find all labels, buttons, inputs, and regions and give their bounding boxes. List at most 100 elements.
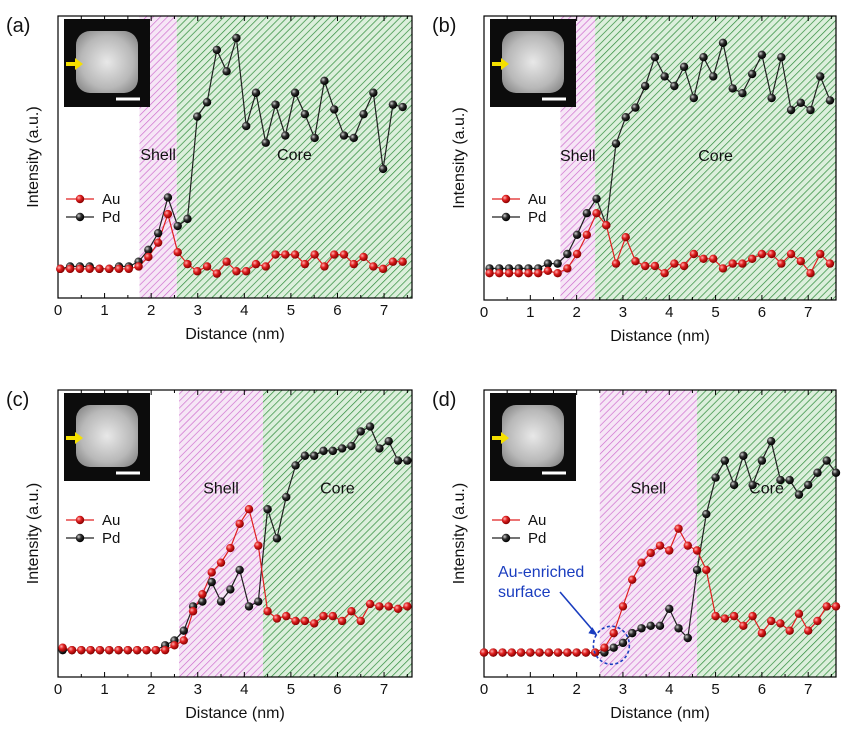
marker-pd bbox=[674, 624, 683, 633]
inset-nanocube bbox=[76, 405, 138, 467]
marker-pd bbox=[388, 100, 398, 109]
marker-au bbox=[572, 648, 581, 657]
legend-label-au: Au bbox=[528, 512, 546, 529]
region-core bbox=[697, 390, 836, 677]
x-tick-label: 1 bbox=[100, 302, 108, 319]
marker-pd bbox=[766, 436, 776, 446]
marker-pd bbox=[738, 89, 747, 98]
marker-au bbox=[281, 250, 290, 259]
marker-pd bbox=[572, 230, 582, 239]
marker-pd bbox=[777, 53, 786, 62]
marker-pd bbox=[621, 113, 630, 122]
marker-au bbox=[592, 209, 601, 218]
marker-pd bbox=[398, 102, 407, 112]
marker-au bbox=[650, 261, 660, 271]
arrow-icon bbox=[492, 432, 509, 444]
x-tick-label: 5 bbox=[711, 304, 719, 321]
marker-pd bbox=[378, 164, 388, 174]
marker-au bbox=[600, 643, 609, 652]
region-label-core: Core bbox=[698, 148, 733, 165]
marker-au bbox=[95, 645, 105, 655]
marker-au bbox=[699, 254, 708, 263]
marker-pd bbox=[776, 475, 785, 485]
x-tick-label: 7 bbox=[804, 304, 812, 321]
marker-au bbox=[337, 616, 347, 626]
marker-au bbox=[748, 611, 757, 621]
marker-pd bbox=[263, 505, 272, 514]
marker-au bbox=[193, 267, 202, 276]
x-tick-label: 0 bbox=[54, 302, 62, 319]
marker-pd bbox=[748, 480, 757, 490]
annotation-arrow-line bbox=[559, 591, 596, 634]
x-axis-title: Distance (nm) bbox=[185, 705, 285, 722]
marker-pd bbox=[822, 456, 831, 465]
marker-au bbox=[665, 546, 674, 555]
marker-pd bbox=[375, 444, 384, 453]
marker-au bbox=[163, 209, 173, 219]
arrow-icon bbox=[66, 58, 83, 70]
marker-au bbox=[767, 249, 776, 259]
marker-pd bbox=[786, 105, 796, 115]
marker-au bbox=[403, 602, 412, 611]
inset-nanocube bbox=[502, 405, 564, 467]
marker-au bbox=[563, 648, 572, 657]
marker-pd bbox=[804, 480, 813, 490]
marker-au bbox=[709, 254, 718, 263]
marker-pd bbox=[718, 38, 728, 47]
marker-au bbox=[816, 249, 825, 259]
y-axis-title: Intensity (a.u.) bbox=[25, 106, 42, 207]
marker-au bbox=[309, 619, 319, 628]
marker-au bbox=[777, 259, 786, 268]
marker-au bbox=[524, 269, 533, 278]
marker-pd bbox=[646, 621, 655, 631]
marker-au bbox=[689, 249, 699, 259]
marker-pd bbox=[794, 490, 804, 499]
marker-au bbox=[535, 648, 544, 657]
marker-pd bbox=[729, 480, 739, 490]
marker-pd bbox=[757, 456, 767, 465]
marker-au bbox=[339, 250, 349, 259]
marker-au bbox=[796, 257, 805, 266]
marker-pd bbox=[816, 72, 825, 81]
marker-pd bbox=[232, 33, 241, 43]
legend-label-au: Au bbox=[102, 191, 120, 208]
marker-au bbox=[365, 599, 375, 609]
region-label-shell: Shell bbox=[140, 147, 176, 164]
marker-au bbox=[251, 259, 261, 269]
marker-au bbox=[212, 269, 222, 278]
plot-frame bbox=[483, 389, 837, 678]
x-tick-label: 1 bbox=[100, 681, 108, 698]
marker-au bbox=[173, 248, 182, 257]
marker-au bbox=[67, 645, 77, 655]
marker-au bbox=[720, 614, 730, 623]
panel-label: (d) bbox=[432, 389, 456, 411]
marker-au bbox=[786, 249, 796, 259]
marker-au bbox=[198, 590, 207, 599]
marker-au bbox=[507, 648, 516, 657]
x-tick-label: 2 bbox=[147, 302, 155, 319]
marker-pd bbox=[359, 109, 368, 119]
plot-frame bbox=[483, 15, 837, 301]
marker-au bbox=[319, 611, 328, 621]
marker-au bbox=[739, 621, 748, 631]
plot-frame bbox=[57, 15, 413, 299]
annotation-arrow-head bbox=[588, 627, 598, 636]
marker-pd bbox=[254, 597, 263, 606]
marker-pd bbox=[665, 604, 674, 614]
marker-pd bbox=[689, 93, 699, 103]
marker-pd bbox=[337, 444, 347, 453]
marker-pd bbox=[670, 81, 679, 91]
marker-pd bbox=[244, 602, 254, 611]
marker-au bbox=[660, 269, 669, 278]
marker-au bbox=[831, 602, 841, 611]
inset-nanocube bbox=[76, 31, 138, 93]
marker-pd bbox=[281, 131, 290, 140]
marker-au bbox=[582, 230, 592, 239]
marker-au bbox=[378, 264, 388, 274]
y-axis-title: Intensity (a.u.) bbox=[451, 107, 468, 208]
marker-pd bbox=[592, 194, 601, 203]
marker-pd bbox=[796, 98, 805, 108]
marker-au bbox=[602, 221, 611, 230]
marker-au bbox=[611, 259, 621, 268]
marker-au bbox=[232, 267, 241, 276]
